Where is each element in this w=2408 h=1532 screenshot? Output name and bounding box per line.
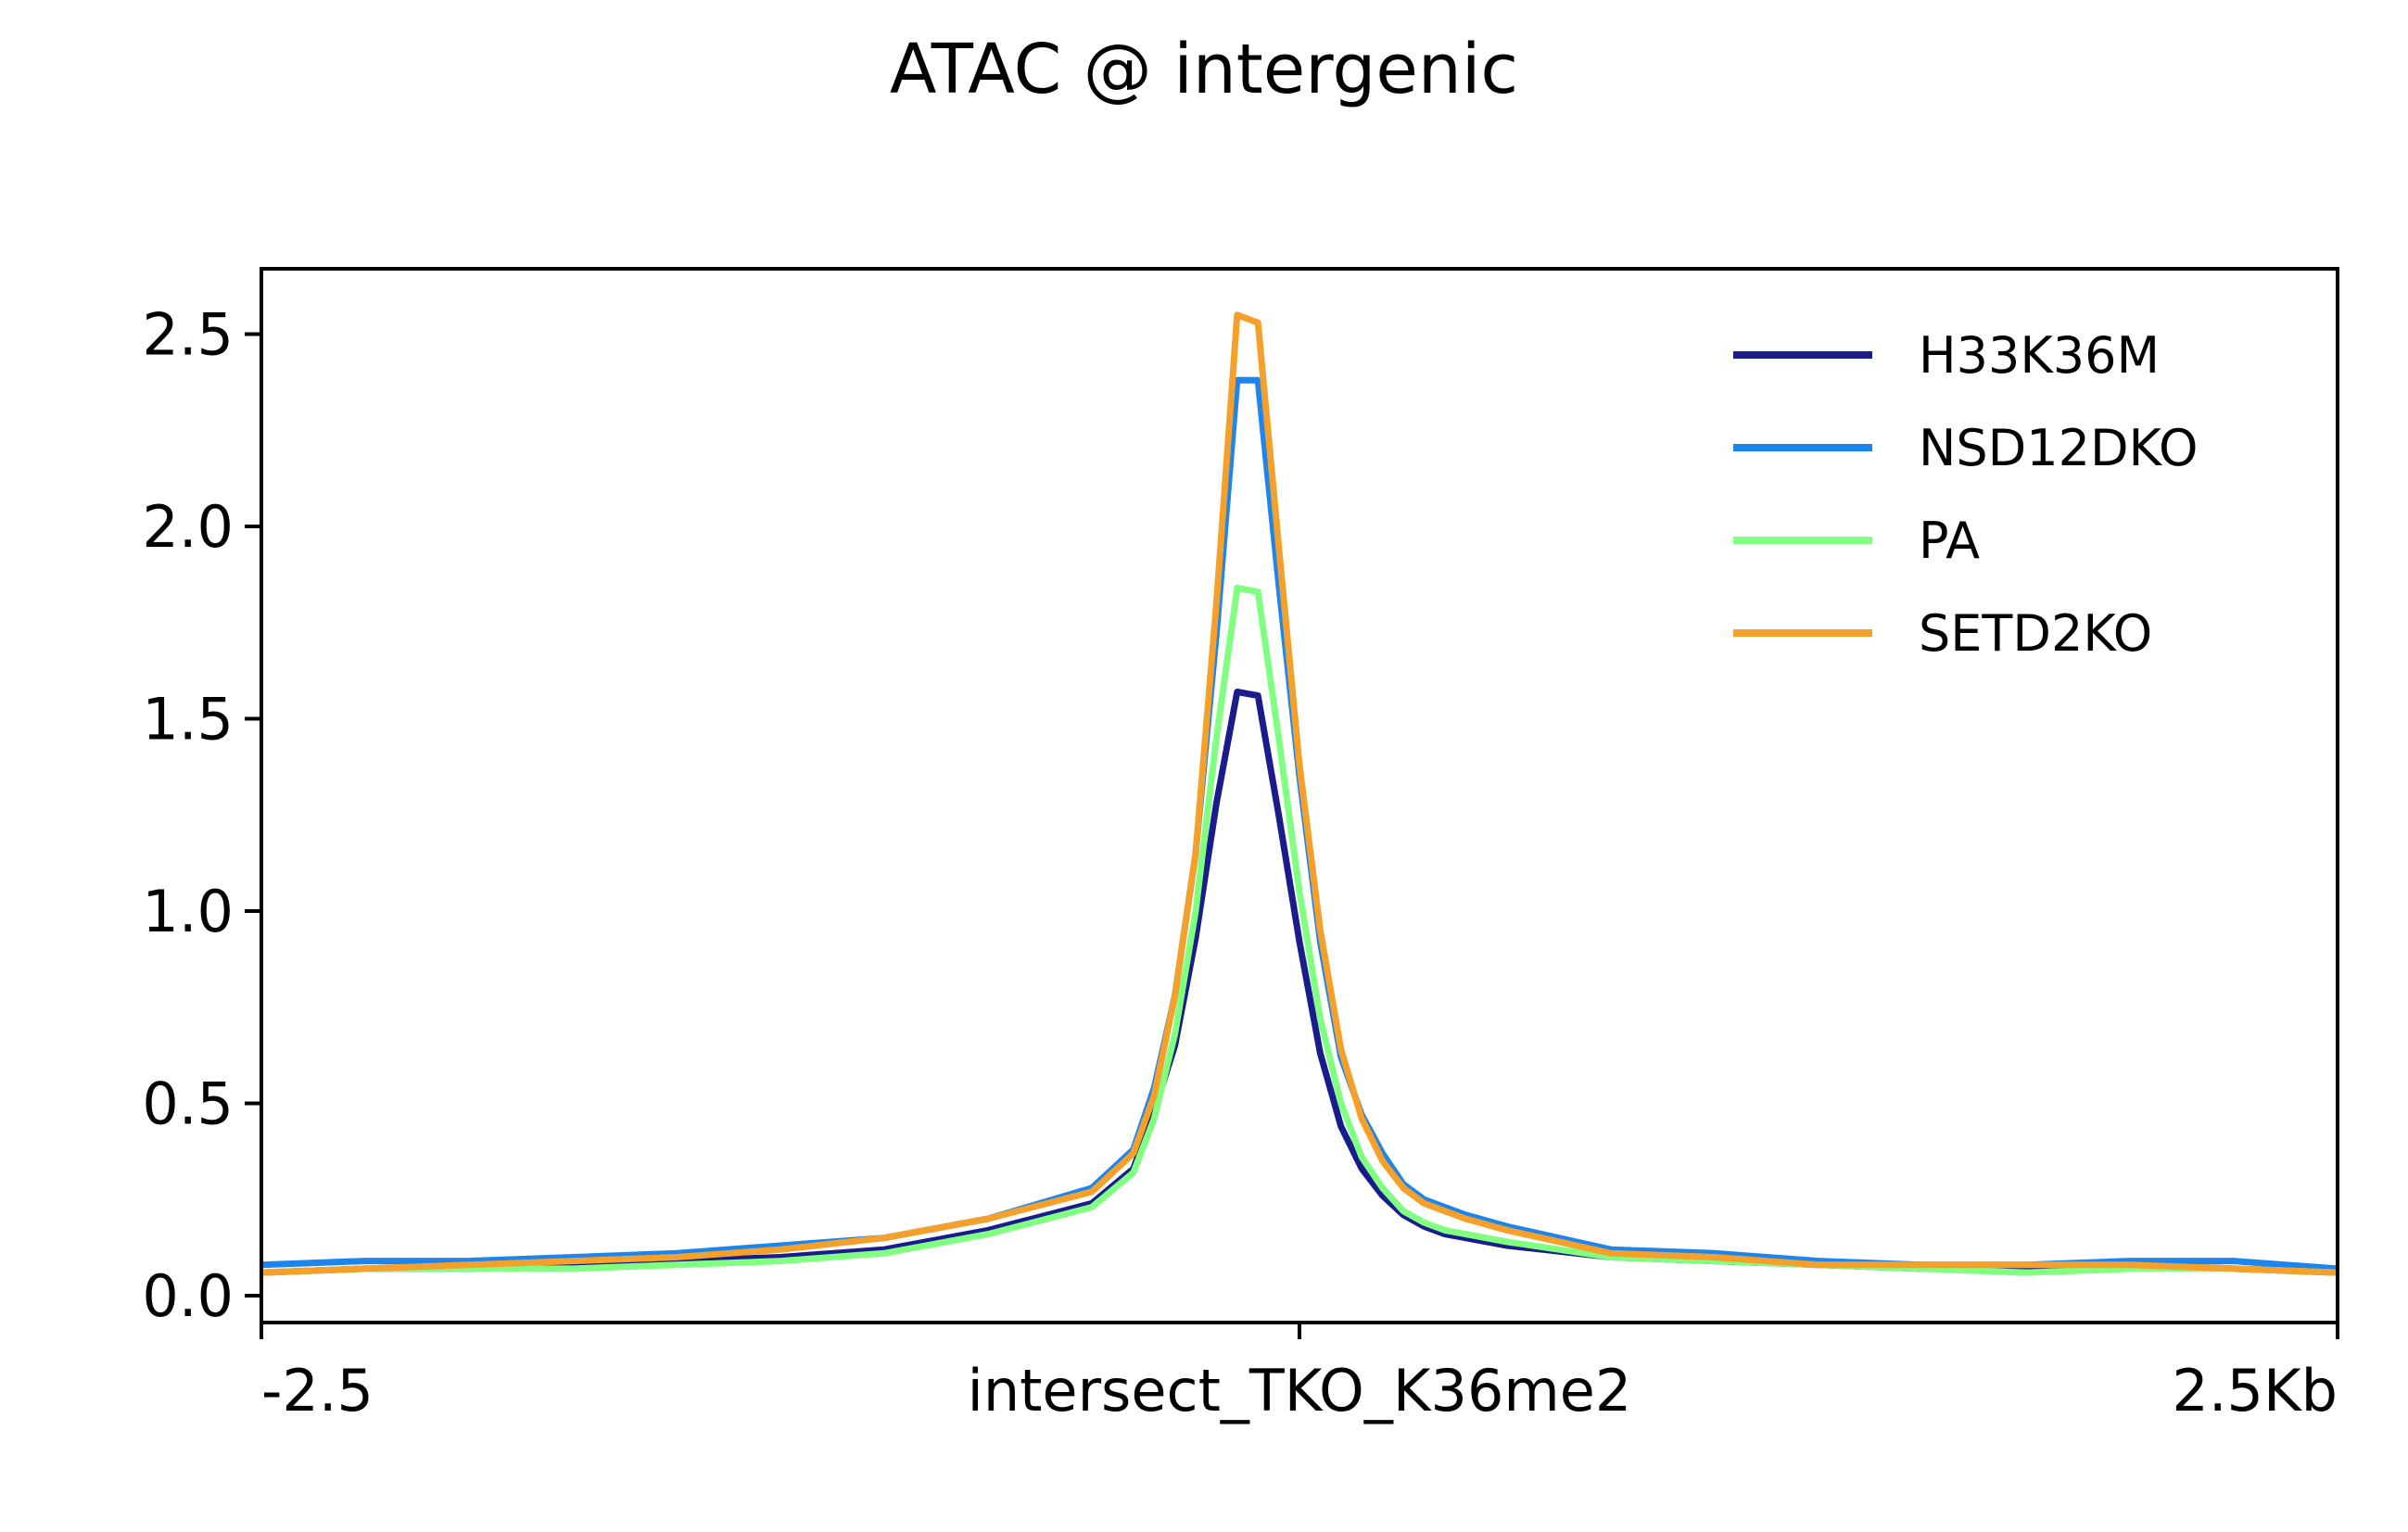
legend-item-pa: PA bbox=[1733, 512, 1980, 570]
x-tick-label: 2.5Kb bbox=[2172, 1357, 2338, 1424]
legend-label: H33K36M bbox=[1919, 326, 2160, 385]
y-tick-label: 2.0 bbox=[142, 493, 234, 561]
x-tick-label: -2.5 bbox=[261, 1357, 374, 1424]
y-tick-label: 0.0 bbox=[142, 1262, 234, 1330]
legend-item-nsd12dko: NSD12DKO bbox=[1733, 419, 2199, 477]
chart-title: ATAC @ intergenic bbox=[890, 30, 1518, 109]
y-tick-label: 1.5 bbox=[142, 686, 234, 753]
plot-lines bbox=[260, 311, 2338, 1276]
x-axis: -2.5 intersect_TKO_K36me2 2.5Kb bbox=[260, 1323, 2339, 1424]
y-tick-label: 1.0 bbox=[142, 878, 234, 945]
legend-item-h33k36m: H33K36M bbox=[1733, 326, 2160, 385]
y-tick-label: 0.5 bbox=[142, 1070, 234, 1137]
series-line-setd2ko bbox=[260, 311, 2338, 1276]
series-line-nsd12dko bbox=[260, 376, 2338, 1272]
legend-label: NSD12DKO bbox=[1919, 419, 2199, 477]
x-tick-label: intersect_TKO_K36me2 bbox=[968, 1357, 1632, 1424]
legend-item-setd2ko: SETD2KO bbox=[1733, 604, 2152, 663]
y-tick-label: 2.5 bbox=[142, 301, 234, 369]
legend: H33K36M NSD12DKO PA SETD2KO bbox=[1733, 326, 2199, 663]
legend-label: SETD2KO bbox=[1919, 604, 2152, 663]
y-axis: 0.0 0.5 1.0 1.5 2.0 2.5 bbox=[142, 301, 261, 1330]
legend-label: PA bbox=[1919, 512, 1980, 570]
